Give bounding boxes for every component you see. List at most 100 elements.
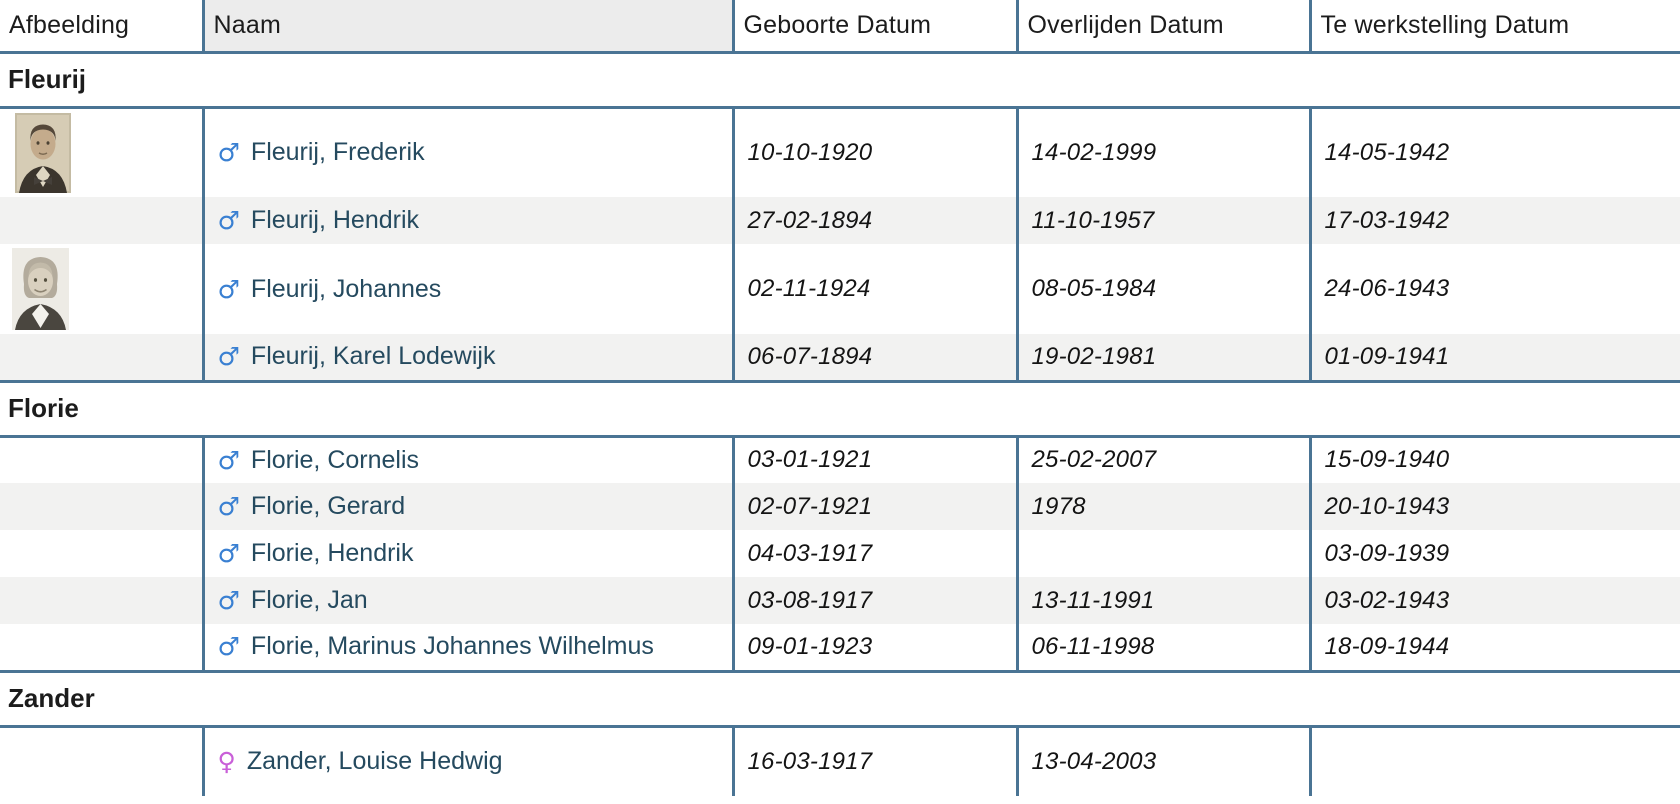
person-name-link[interactable]: Florie, Jan [250, 586, 368, 614]
employment-date [1308, 726, 1680, 796]
photo-cell [0, 107, 203, 197]
photo-cell [0, 334, 203, 381]
group-header-row: Fleurij [0, 50, 1680, 109]
person-row[interactable]: ♀ Zander, Louise Hedwig 16-03-1917 13-04… [0, 726, 1680, 796]
birth-date: 09-01-1923 [731, 624, 1017, 671]
name-cell: ♂ Fleurij, Johannes [201, 244, 733, 334]
death-date: 13-11-1991 [1015, 577, 1310, 624]
column-header-geboorte-datum[interactable]: Geboorte Datum [731, 0, 1017, 54]
person-name-link[interactable]: Zander, Louise Hedwig [246, 747, 503, 776]
name-cell: ♂ Fleurij, Karel Lodewijk [201, 334, 733, 381]
photo-cell [0, 726, 203, 796]
portrait-photo-image [15, 112, 71, 193]
birth-date: 16-03-1917 [731, 726, 1017, 796]
person-row[interactable]: ♂ Fleurij, Frederik 10-10-1920 14-02-199… [0, 107, 1680, 197]
name-cell: ♀ Zander, Louise Hedwig [201, 726, 733, 796]
birth-date: 06-07-1894 [731, 334, 1017, 381]
person-row[interactable]: ♂ Florie, Cornelis 03-01-1921 25-02-2007… [0, 436, 1680, 483]
photo-cell [0, 624, 203, 671]
person-name-link[interactable]: Fleurij, Karel Lodewijk [250, 342, 496, 371]
birth-date: 03-01-1921 [731, 436, 1017, 483]
column-header-naam[interactable]: Naam [201, 0, 733, 54]
photo-cell [0, 577, 203, 624]
death-date: 08-05-1984 [1015, 244, 1310, 334]
table-header-row: Afbeelding Naam Geboorte Datum Overlijde… [0, 0, 1680, 54]
person-name-link[interactable]: Florie, Marinus Johannes Wilhelmus [250, 632, 654, 661]
person-name-link[interactable]: Florie, Gerard [250, 492, 406, 520]
name-cell: ♂ Fleurij, Frederik [201, 107, 733, 197]
person-row[interactable]: ♂ Florie, Gerard 02-07-1921 1978 20-10-1… [0, 483, 1680, 530]
name-cell: ♂ Florie, Jan [201, 577, 733, 624]
group-zander: Zander ♀ Zander, Louise Hedwig 16-03-191… [0, 669, 1680, 796]
death-date [1015, 530, 1310, 577]
name-cell: ♂ Florie, Marinus Johannes Wilhelmus [201, 624, 733, 671]
employment-date: 18-09-1944 [1308, 624, 1680, 671]
birth-date: 02-07-1921 [731, 483, 1017, 530]
female-icon: ♀ [217, 747, 236, 777]
employment-date: 03-09-1939 [1308, 530, 1680, 577]
group-header-label: Fleurij [0, 50, 1680, 109]
portrait-photo[interactable] [1, 248, 201, 330]
person-name-link[interactable]: Florie, Cornelis [250, 445, 420, 474]
death-date: 14-02-1999 [1015, 107, 1310, 197]
male-icon: ♂ [217, 138, 240, 168]
death-date: 19-02-1981 [1015, 334, 1310, 381]
person-name-link[interactable]: Florie, Hendrik [250, 539, 414, 567]
column-header-te-werkstelling-datum[interactable]: Te werkstelling Datum [1308, 0, 1680, 54]
death-date: 13-04-2003 [1015, 726, 1310, 796]
death-date: 25-02-2007 [1015, 436, 1310, 483]
male-icon: ♂ [217, 445, 240, 475]
person-row[interactable]: ♂ Florie, Hendrik 04-03-1917 03-09-1939 [0, 530, 1680, 577]
portrait-photo[interactable] [1, 112, 201, 193]
group-header-row: Zander [0, 669, 1680, 728]
employment-date: 14-05-1942 [1308, 107, 1680, 197]
column-header-afbeelding[interactable]: Afbeelding [0, 0, 203, 54]
male-icon: ♂ [217, 586, 240, 615]
male-icon: ♂ [217, 206, 240, 235]
death-date: 11-10-1957 [1015, 197, 1310, 244]
birth-date: 10-10-1920 [731, 107, 1017, 197]
group-fleurij: Fleurij [0, 50, 1680, 381]
male-icon: ♂ [217, 539, 240, 568]
male-icon: ♂ [217, 492, 240, 521]
employment-date: 01-09-1941 [1308, 334, 1680, 381]
male-icon: ♂ [217, 632, 240, 662]
birth-date: 03-08-1917 [731, 577, 1017, 624]
photo-cell [0, 197, 203, 244]
employment-date: 03-02-1943 [1308, 577, 1680, 624]
birth-date: 02-11-1924 [731, 244, 1017, 334]
male-icon: ♂ [217, 342, 240, 372]
person-row[interactable]: ♂ Fleurij, Hendrik 27-02-1894 11-10-1957… [0, 197, 1680, 244]
birth-date: 04-03-1917 [731, 530, 1017, 577]
name-cell: ♂ Fleurij, Hendrik [201, 197, 733, 244]
employment-date: 24-06-1943 [1308, 244, 1680, 334]
name-cell: ♂ Florie, Cornelis [201, 436, 733, 483]
photo-cell [0, 530, 203, 577]
death-date: 1978 [1015, 483, 1310, 530]
portrait-photo-image [12, 248, 69, 330]
death-date: 06-11-1998 [1015, 624, 1310, 671]
photo-cell [0, 436, 203, 483]
person-row[interactable]: ♂ Florie, Marinus Johannes Wilhelmus 09-… [0, 624, 1680, 671]
male-icon: ♂ [217, 274, 240, 304]
group-header-row: Florie [0, 379, 1680, 438]
person-name-link[interactable]: Fleurij, Johannes [250, 274, 442, 303]
name-cell: ♂ Florie, Gerard [201, 483, 733, 530]
person-name-link[interactable]: Fleurij, Frederik [250, 138, 425, 167]
name-cell: ♂ Florie, Hendrik [201, 530, 733, 577]
person-row[interactable]: ♂ Fleurij, Karel Lodewijk 06-07-1894 19-… [0, 334, 1680, 381]
person-row[interactable]: ♂ Florie, Jan 03-08-1917 13-11-1991 03-0… [0, 577, 1680, 624]
employment-date: 17-03-1942 [1308, 197, 1680, 244]
person-name-link[interactable]: Fleurij, Hendrik [250, 206, 420, 234]
group-florie: Florie ♂ Florie, Cornelis 03-01-1921 25-… [0, 379, 1680, 671]
birth-date: 27-02-1894 [731, 197, 1017, 244]
photo-cell [0, 244, 203, 334]
group-header-label: Florie [0, 379, 1680, 438]
column-header-overlijden-datum[interactable]: Overlijden Datum [1015, 0, 1310, 54]
employment-date: 20-10-1943 [1308, 483, 1680, 530]
employment-date: 15-09-1940 [1308, 436, 1680, 483]
group-header-label: Zander [0, 669, 1680, 728]
person-row[interactable]: ♂ Fleurij, Johannes 02-11-1924 08-05-198… [0, 244, 1680, 334]
photo-cell [0, 483, 203, 530]
